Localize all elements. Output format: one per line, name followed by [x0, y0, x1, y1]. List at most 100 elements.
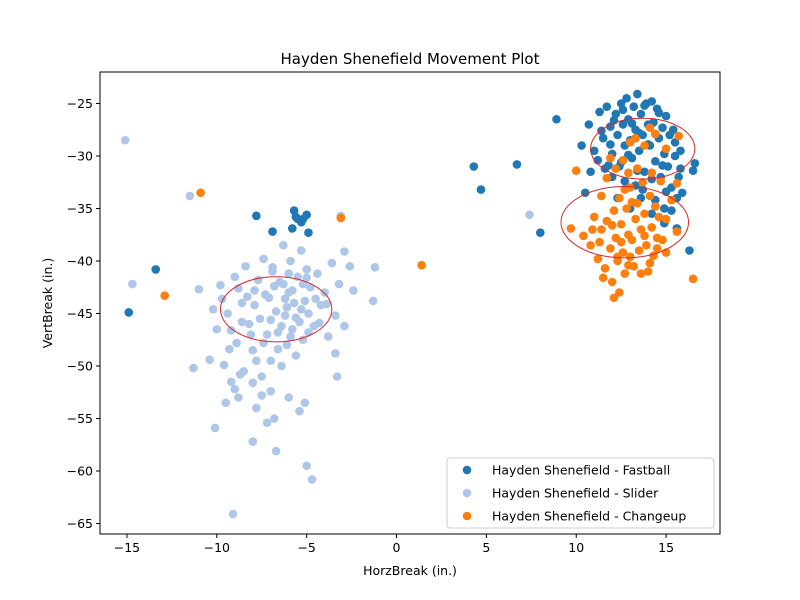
data-point — [579, 231, 588, 241]
data-point — [331, 311, 340, 320]
data-point — [672, 227, 682, 236]
data-point — [279, 240, 288, 250]
data-point — [651, 129, 660, 139]
legend-marker — [462, 488, 472, 498]
data-point — [300, 296, 310, 306]
data-point — [189, 363, 198, 373]
data-point — [302, 210, 311, 220]
data-point — [552, 114, 561, 124]
data-point — [277, 321, 286, 331]
data-point — [287, 286, 297, 295]
data-point — [232, 338, 241, 348]
data-point — [268, 227, 277, 236]
x-axis-label: HorzBreak (in.) — [363, 563, 457, 578]
data-point — [469, 162, 479, 171]
data-point — [230, 272, 240, 282]
data-point — [194, 285, 204, 294]
data-point — [304, 309, 313, 318]
data-point — [577, 141, 586, 150]
data-point — [219, 360, 229, 370]
data-point — [645, 123, 655, 132]
data-point — [589, 212, 599, 222]
data-point — [620, 176, 630, 186]
data-point — [226, 377, 236, 387]
data-point — [609, 293, 619, 303]
data-point — [606, 244, 615, 253]
data-point — [607, 277, 617, 287]
data-point — [302, 273, 311, 283]
data-point — [640, 209, 649, 219]
data-point — [234, 393, 243, 402]
data-point — [268, 263, 277, 272]
data-point — [246, 330, 256, 339]
y-tick-label: −55 — [67, 411, 93, 426]
data-point — [128, 279, 137, 289]
data-point — [340, 247, 349, 256]
data-point — [607, 221, 617, 230]
data-point — [226, 326, 236, 335]
data-point — [651, 156, 660, 166]
data-point — [629, 102, 639, 111]
data-point — [241, 261, 250, 271]
data-point — [291, 351, 301, 360]
data-point — [597, 225, 606, 234]
data-point — [618, 105, 628, 115]
data-point — [221, 398, 231, 408]
series-1 — [124, 89, 700, 317]
data-point — [512, 160, 522, 169]
data-point — [656, 176, 665, 186]
series-2 — [120, 135, 534, 519]
data-point — [602, 173, 612, 183]
data-point — [124, 308, 134, 317]
legend-marker — [462, 511, 472, 521]
data-point — [615, 193, 624, 203]
data-point — [586, 240, 595, 250]
data-point — [651, 202, 660, 211]
data-point — [295, 406, 304, 416]
ellipse — [560, 185, 690, 259]
x-tick-label: −15 — [114, 540, 140, 555]
data-point — [638, 185, 648, 194]
data-point — [640, 101, 649, 110]
data-point — [595, 107, 604, 117]
data-point — [266, 356, 276, 366]
data-point — [417, 260, 426, 270]
ellipse — [590, 117, 696, 180]
x-axis: −15 −10 −5 0 5 10 15 — [114, 534, 674, 555]
data-point — [638, 177, 648, 187]
data-point — [304, 228, 313, 237]
data-point — [667, 206, 676, 215]
data-point — [642, 240, 651, 250]
legend-label: Hayden Shenefield - Slider — [492, 486, 659, 501]
data-point — [237, 317, 247, 327]
legend-marker — [462, 465, 472, 475]
data-point — [595, 237, 604, 247]
data-point — [658, 161, 667, 170]
data-point — [151, 265, 161, 274]
data-point — [627, 235, 637, 245]
data-point — [271, 307, 281, 316]
data-point — [248, 378, 258, 388]
data-point — [120, 135, 130, 145]
data-point — [566, 224, 576, 233]
y-tick-label: −25 — [67, 96, 93, 111]
data-point — [670, 138, 680, 147]
y-axis: −25 −30 −35 −40 −45 −50 −55 −60 −65 — [67, 96, 100, 531]
data-point — [598, 133, 608, 143]
y-tick-label: −45 — [67, 306, 93, 321]
data-point — [593, 254, 603, 264]
legend-label: Hayden Shenefield - Changeup — [492, 509, 686, 524]
data-point — [252, 211, 261, 221]
data-point — [259, 254, 268, 264]
data-point — [257, 372, 267, 381]
data-point — [620, 185, 630, 194]
plot-frame — [99, 71, 721, 535]
legend-box — [446, 457, 715, 529]
data-point — [677, 188, 687, 198]
data-point — [616, 219, 626, 229]
data-point — [658, 123, 667, 132]
data-point — [571, 166, 581, 175]
data-point — [160, 291, 169, 300]
data-point — [606, 140, 615, 149]
data-point — [210, 423, 220, 433]
